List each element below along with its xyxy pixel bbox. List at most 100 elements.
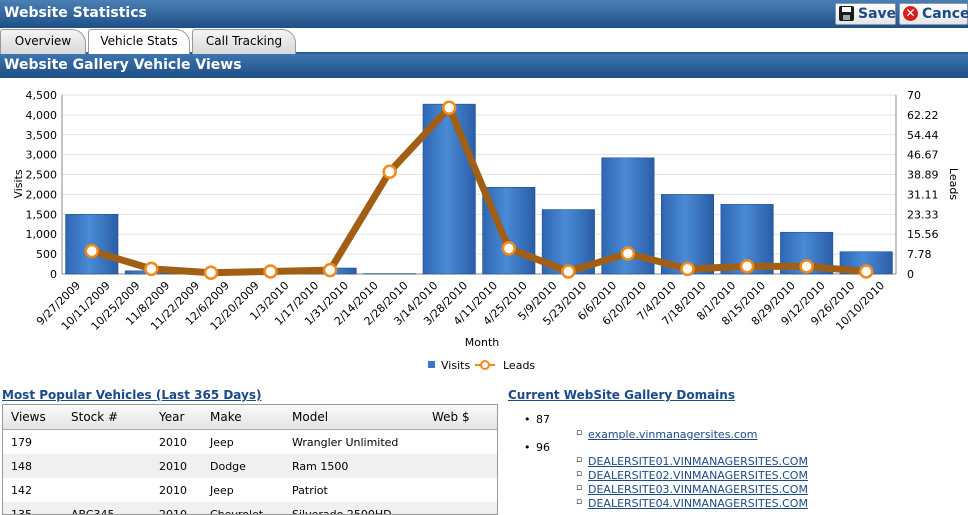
lead-point[interactable] [680,261,695,277]
y2-tick-label: 0 [907,268,914,281]
table-cell: Wrangler Unlimited [292,436,399,449]
domain-link[interactable]: DEALERSITE03.VINMANAGERSITES.COM [576,483,808,496]
window-titlebar: Website Statistics Save ✕ Cancel [0,0,968,28]
y2-tick-label: 54.44 [907,129,939,142]
table-header: Views Stock # Year Make Model Web $ [3,405,497,430]
floppy-disk-icon [839,6,854,21]
col-year[interactable]: Year [159,410,185,424]
y2-tick-label: 46.67 [907,149,939,162]
lead-point[interactable] [561,264,576,279]
lead-point[interactable] [620,246,636,261]
col-make[interactable]: Make [210,410,242,424]
domain-link[interactable]: DEALERSITE01.VINMANAGERSITES.COM [576,455,808,468]
y-tick-label: 2,500 [26,169,58,182]
y2-tick-label: 7.78 [907,248,932,261]
table-cell: 179 [11,436,32,449]
legend-visits-label: Visits [441,359,470,372]
lead-point[interactable] [739,259,755,274]
cancel-x-icon: ✕ [903,6,918,21]
domain-group-id: 96 [524,441,550,454]
table-cell: ABC345 [71,508,115,515]
table-cell: 135 [11,508,32,515]
table-cell: Silverado 2500HD [292,508,392,515]
y-axis-ticks: 0 500 1,000 1,500 2,000 2,500 3,000 3,500 4,000 4… [26,89,58,281]
lead-point[interactable] [799,259,814,274]
section-title: Website Gallery Vehicle Views [0,54,968,78]
lead-point[interactable] [263,264,278,279]
save-label: Save [858,6,897,22]
y-axis-label: Visits [12,169,25,198]
table-row[interactable]: 142 2010 Jeep Patriot [3,478,497,502]
table-cell: 2010 [159,484,187,497]
table-cell: Jeep [210,436,234,449]
lead-point[interactable] [84,243,100,259]
domain-link[interactable]: example.vinmanagersites.com [576,428,757,441]
tab-vehicle-stats[interactable]: Vehicle Stats [88,29,190,56]
domains-title[interactable]: Current WebSite Gallery Domains [508,388,735,402]
y-tick-label: 3,500 [26,129,58,142]
table-cell: 142 [11,484,32,497]
legend-leads-marker [480,360,490,370]
lead-point[interactable] [858,264,874,279]
y2-tick-label: 62.22 [907,109,939,122]
y2-tick-label: 23.33 [907,208,939,221]
y2-tick-label: 38.89 [907,169,939,182]
cancel-label: Cancel [922,6,968,22]
lead-point[interactable] [203,265,219,280]
vehicle-views-chart: 0 500 1,000 1,500 2,000 2,500 3,000 3,500 4,000 4… [12,89,960,372]
table-cell: 2010 [159,508,187,515]
col-model[interactable]: Model [292,410,329,424]
lead-point[interactable] [501,241,517,256]
popular-vehicles-table: Views Stock # Year Make Model Web $ 179 2… [2,404,498,515]
lead-point[interactable] [322,262,338,278]
y2-axis-ticks: 0 7.78 15.56 23.33 31.11 38.89 46.67 54.44 62.22… [907,89,939,281]
tab-bar: Overview Vehicle Stats Call Tracking [0,28,968,56]
y-tick-label: 4,500 [26,89,58,102]
lead-point[interactable] [144,261,159,277]
legend-leads-label: Leads [503,359,535,372]
x-axis-label: Month [465,336,500,349]
lead-point[interactable] [382,164,397,179]
table-row[interactable]: 135 ABC345 2010 Chevrolet Silverado 2500HD [3,502,497,515]
legend: Visits Leads [428,359,535,372]
tab-call-tracking[interactable]: Call Tracking [192,29,296,54]
table-cell: Dodge [210,460,246,473]
col-stock[interactable]: Stock # [71,410,119,424]
table-cell: 148 [11,460,32,473]
col-views[interactable]: Views [11,410,46,424]
col-web-price[interactable]: Web $ [432,410,470,424]
y-tick-label: 1,500 [26,208,58,221]
table-cell: 2010 [159,436,187,449]
bar-visits[interactable] [422,103,476,275]
table-row[interactable]: 148 2010 Dodge Ram 1500 [3,454,497,478]
save-button[interactable]: Save [835,3,896,25]
domain-group-id: 87 [524,413,550,426]
y-tick-label: 2,000 [26,188,58,201]
gridlines [61,94,897,275]
table-cell: Jeep [210,484,234,497]
window-title: Website Statistics [4,5,147,21]
y-tick-label: 0 [50,268,57,281]
y-tick-label: 500 [36,248,57,261]
x-axis-ticks: 9/27/200910/11/200910/25/200911/8/200911… [34,279,887,333]
y2-tick-label: 15.56 [907,228,939,241]
lead-point[interactable] [441,100,457,116]
table-row[interactable]: 179 2010 Jeep Wrangler Unlimited [3,430,497,454]
legend-visits-swatch [428,361,435,368]
domain-link[interactable]: DEALERSITE02.VINMANAGERSITES.COM [576,469,808,482]
y-tick-label: 3,000 [26,149,58,162]
table-cell: Ram 1500 [292,460,349,473]
table-cell: Patriot [292,484,328,497]
bar-visits[interactable] [660,194,715,275]
y-tick-label: 4,000 [26,109,58,122]
table-cell: 2010 [159,460,187,473]
tab-overview[interactable]: Overview [0,29,86,54]
y2-tick-label: 31.11 [907,188,939,201]
cancel-button[interactable]: ✕ Cancel [899,3,968,25]
domain-link[interactable]: DEALERSITE04.VINMANAGERSITES.COM [576,497,808,510]
popular-vehicles-title[interactable]: Most Popular Vehicles (Last 365 Days) [2,388,262,402]
table-cell: Chevrolet [210,508,264,515]
leads-series-line [90,104,867,277]
leads-line [84,100,874,280]
y-tick-label: 1,000 [26,228,58,241]
